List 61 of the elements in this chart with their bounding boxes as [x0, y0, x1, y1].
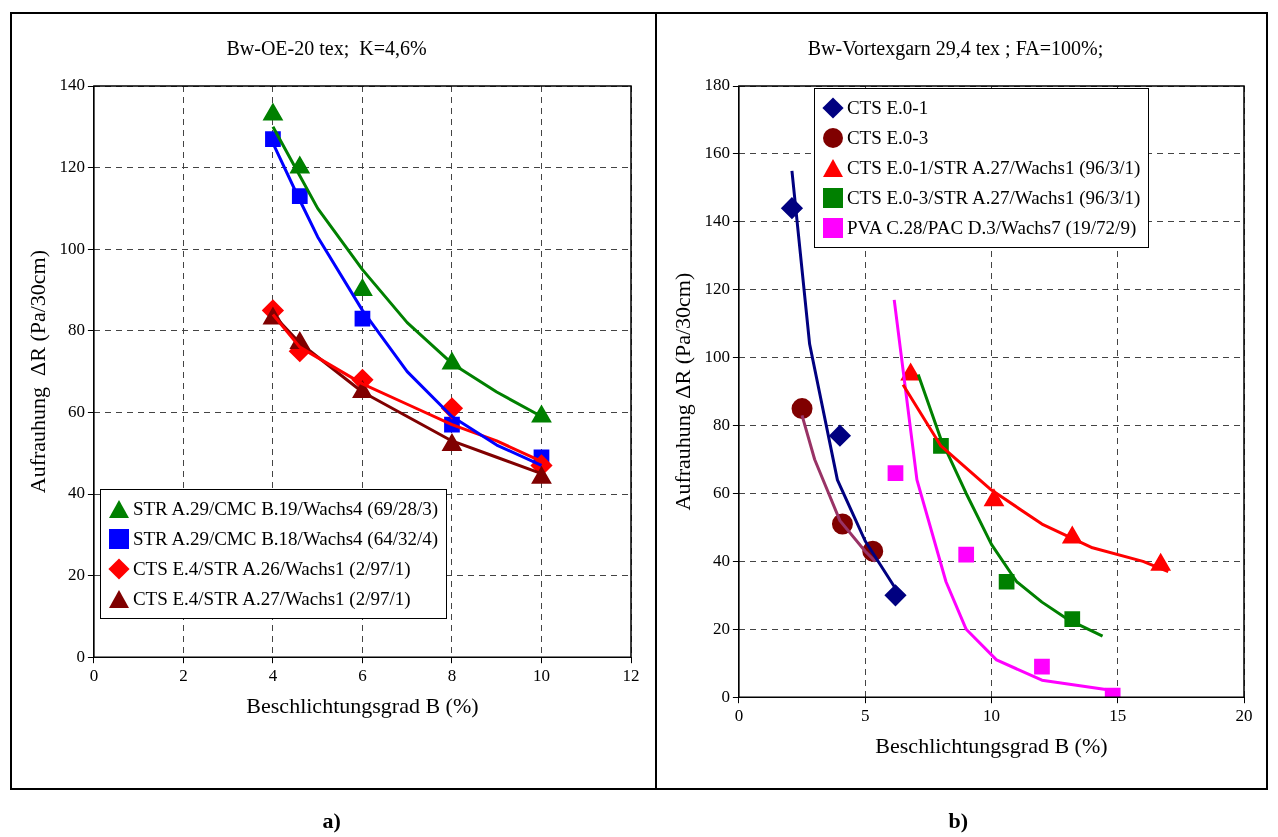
legend-label: STR A.29/CMC B.18/Wachs4 (64/32/4)	[132, 528, 439, 551]
point	[263, 104, 283, 121]
y-tick-label: 140	[704, 211, 730, 231]
point	[532, 467, 551, 484]
chart-title: Bw-OE-20 tex; K=4,6%	[226, 37, 427, 60]
x-tick-label: 10	[532, 665, 550, 685]
point	[887, 465, 904, 481]
point	[829, 425, 851, 447]
y-tick-label: 80	[712, 415, 730, 435]
y-tick-label: 180	[704, 75, 730, 95]
x-tick-label: 20	[1235, 705, 1253, 725]
y-tick-label: 0	[76, 646, 85, 666]
point	[353, 279, 372, 296]
y-axis-title: Aufrauhung ΔR (Pa/30cm)	[669, 272, 695, 511]
x-tick-label: 8	[447, 665, 457, 685]
point	[532, 405, 551, 423]
y-tick-label: 140	[59, 75, 85, 95]
x-tick-label: 0	[734, 705, 744, 725]
y-tick-label: 100	[704, 347, 730, 367]
chart-title: Bw-Vortexgarn 29,4 tex ; FA=100%;	[807, 37, 1104, 61]
legend-label: CTS E.0-1	[846, 97, 929, 119]
y-tick-label: 0	[721, 686, 730, 706]
point	[1034, 658, 1050, 675]
y-tick-label: 60	[67, 401, 85, 421]
point	[998, 573, 1015, 590]
x-tick-label: 15	[1109, 705, 1127, 725]
x-axis-title: Beschlichtungsgrad B (%)	[246, 692, 479, 718]
x-tick-label: 10	[982, 705, 1000, 725]
point	[884, 584, 906, 606]
y-tick-label: 100	[59, 238, 85, 258]
y-tick-label: 40	[67, 483, 85, 503]
point	[901, 364, 920, 381]
legend-label: CTS E.4/STR A.26/Wachs1 (2/97/1)	[132, 558, 411, 581]
x-tick-label: 0	[89, 665, 99, 685]
y-axis-title: Aufrauhung ΔR (Pa/30cm)	[24, 249, 50, 494]
legend-label: CTS E.0-3	[846, 127, 929, 149]
x-tick-label: 4	[268, 665, 278, 685]
y-tick-label: 20	[67, 565, 85, 585]
x-tick-label: 12	[622, 665, 640, 685]
point	[290, 157, 310, 174]
legend-label: STR A.29/CMC B.19/Wachs4 (69/28/3)	[132, 498, 439, 521]
legend-label: PVA C.28/PAC D.3/Wachs7 (19/72/9)	[846, 217, 1137, 239]
y-tick-label: 120	[704, 279, 730, 299]
y-tick-label: 60	[712, 482, 730, 502]
x-tick-label: 5	[860, 705, 870, 725]
y-tick-label: 20	[712, 618, 730, 638]
text: a)	[322, 808, 341, 834]
y-tick-label: 80	[67, 320, 85, 340]
legend-label: CTS E.0-3/STR A.27/Wachs1 (96/3/1)	[846, 187, 1141, 209]
point	[984, 489, 1004, 507]
point	[791, 398, 813, 420]
x-axis-title: Beschlichtungsgrad B (%)	[875, 732, 1108, 758]
legend-label: CTS E.4/STR A.27/Wachs1 (2/97/1)	[132, 588, 411, 611]
x-tick-label: 2	[179, 665, 188, 685]
text: b)	[948, 808, 969, 834]
y-tick-label: 160	[704, 143, 730, 163]
y-tick-label: 40	[712, 550, 730, 570]
legend-label: CTS E.0-1/STR A.27/Wachs1 (96/3/1)	[846, 157, 1141, 179]
y-tick-label: 120	[59, 157, 85, 177]
x-tick-label: 6	[358, 665, 367, 685]
point	[958, 546, 975, 563]
